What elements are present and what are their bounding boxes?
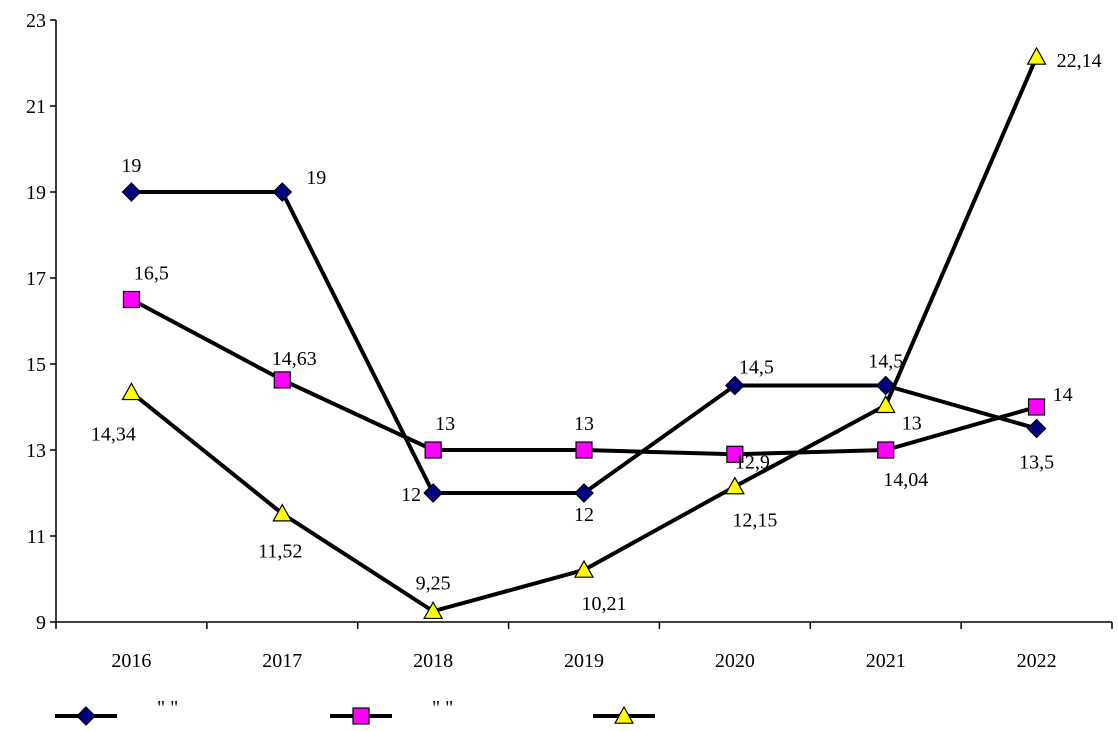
axes: 9 11 13 15 17 19 21 23 2016 2017 2018 2019 2020 2021 2… bbox=[26, 10, 1113, 672]
series-triangle-point bbox=[875, 395, 896, 414]
series-diamond-point bbox=[1026, 418, 1047, 439]
series-square-data-label: 13 bbox=[574, 413, 594, 435]
series-square-data-label: 13 bbox=[435, 413, 455, 435]
series-square-data-label: 14,04 bbox=[883, 469, 928, 491]
legend-text: " " bbox=[432, 697, 453, 719]
y-tick-label: 17 bbox=[26, 268, 46, 290]
series-diamond-point bbox=[272, 182, 293, 202]
x-tick-label: 2022 bbox=[1017, 650, 1057, 672]
series-triangle-point bbox=[1026, 46, 1047, 65]
legend-text: " " bbox=[157, 697, 178, 719]
series-diamond-data-label: 14,5 bbox=[868, 351, 903, 373]
series-diamond-point bbox=[423, 483, 443, 503]
series-diamond-data-label: 14,5 bbox=[739, 357, 774, 379]
series-square-point bbox=[424, 441, 442, 459]
series-diamond-data-label: 19 bbox=[306, 167, 326, 189]
series-square-point bbox=[122, 290, 141, 309]
series-triangle-point bbox=[121, 382, 142, 401]
x-tick-label: 2021 bbox=[866, 650, 906, 672]
series-diamond-point bbox=[725, 375, 745, 396]
series-diamond-data-label: 12 bbox=[401, 484, 421, 506]
series-square-data-label: 12,9 bbox=[735, 451, 770, 473]
series-layer bbox=[121, 46, 1047, 620]
series-square-point bbox=[575, 441, 593, 459]
x-tick-label: 2016 bbox=[111, 650, 151, 672]
legend-diamond-marker bbox=[76, 706, 96, 726]
series-diamond-point bbox=[574, 483, 594, 503]
series-triangle-point bbox=[573, 559, 595, 578]
series-diamond-data-label: 12 bbox=[574, 504, 594, 526]
y-tick-label: 21 bbox=[26, 96, 46, 118]
y-tick-label: 9 bbox=[36, 612, 46, 634]
series-diamond-point bbox=[121, 182, 142, 202]
y-tick-label: 11 bbox=[27, 526, 46, 548]
series-square-point bbox=[1027, 398, 1046, 416]
series-diamond-data-label: 13,5 bbox=[1019, 452, 1054, 474]
x-tick-label: 2020 bbox=[715, 650, 755, 672]
y-tick-label: 13 bbox=[26, 440, 46, 462]
series-triangle-line bbox=[130, 56, 1039, 614]
series-triangle-point bbox=[423, 601, 444, 620]
x-tick-label: 2018 bbox=[413, 650, 453, 672]
legend-square-marker bbox=[352, 707, 370, 725]
series-square-data-label: 16,5 bbox=[134, 263, 169, 285]
series-triangle-data-label: 10,21 bbox=[582, 593, 627, 615]
series-triangle-data-label: 11,52 bbox=[258, 541, 302, 563]
series-square-point bbox=[726, 445, 744, 463]
y-tick-label: 23 bbox=[26, 10, 46, 32]
series-triangle-data-label: 12,15 bbox=[732, 510, 777, 532]
series-triangle-data-label: 13 bbox=[902, 412, 922, 434]
legend: " " " " bbox=[55, 697, 655, 726]
series-square-data-label: 14 bbox=[1053, 384, 1073, 406]
series-diamond-data-label: 19 bbox=[121, 155, 141, 177]
series-triangle-point bbox=[724, 476, 745, 495]
series-square-point bbox=[877, 441, 895, 459]
legend-triangle-marker bbox=[613, 705, 635, 724]
series-square-data-label: 14,63 bbox=[272, 348, 317, 370]
series-triangle-data-label: 14,34 bbox=[91, 423, 136, 445]
series-triangle-data-label: 22,14 bbox=[1057, 50, 1102, 72]
series-square-point bbox=[273, 371, 291, 389]
x-tick-label: 2019 bbox=[564, 650, 604, 672]
y-tick-label: 19 bbox=[26, 182, 46, 204]
data-labels: 19 19 12 12 14,5 14,5 13,5 16,5 14,63 13 13 12,9 14,… bbox=[91, 50, 1102, 615]
series-triangle-data-label: 9,25 bbox=[416, 572, 451, 594]
y-tick-label: 15 bbox=[26, 354, 46, 376]
x-tick-label: 2017 bbox=[262, 650, 302, 672]
series-triangle-point bbox=[272, 503, 293, 522]
